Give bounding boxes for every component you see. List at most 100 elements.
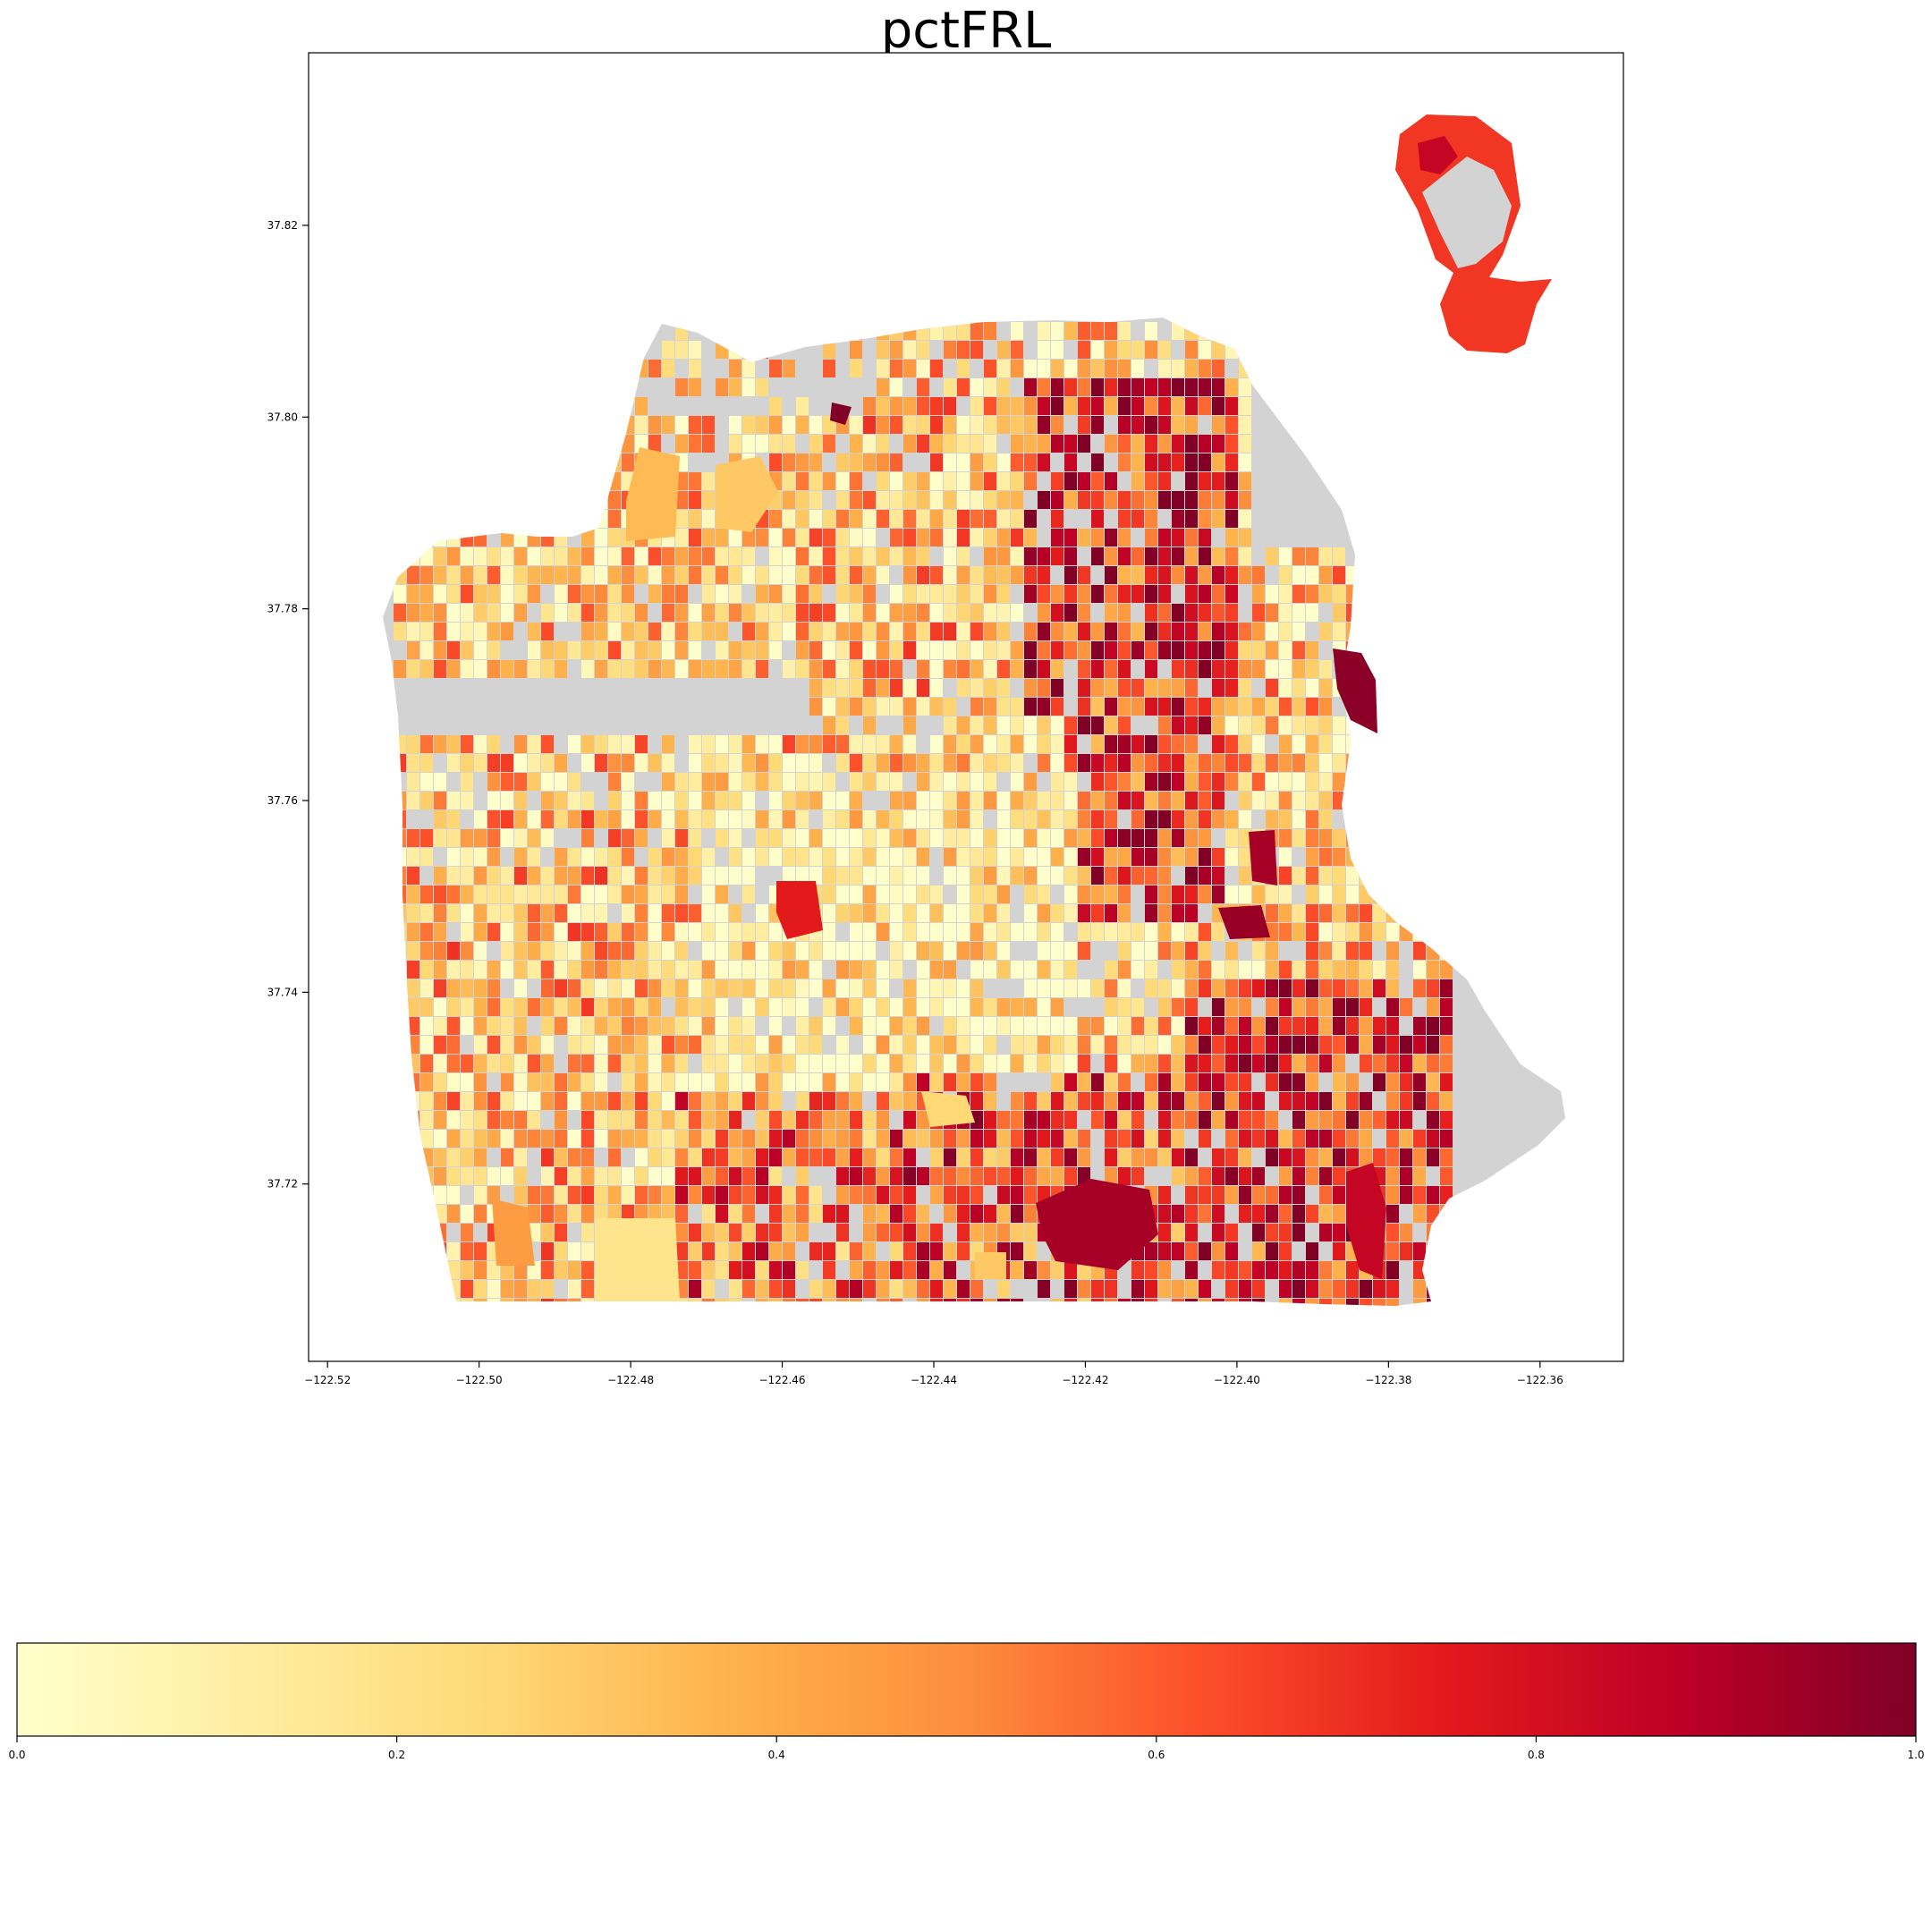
block-cell: [474, 886, 487, 903]
block-cell: [917, 1111, 929, 1129]
block-cell: [675, 510, 688, 528]
block-cell: [944, 472, 956, 490]
block-cell: [1011, 1186, 1023, 1204]
block-cell: [716, 604, 728, 622]
block-cell: [675, 416, 688, 434]
block-cell: [1105, 773, 1117, 791]
block-cell: [487, 773, 500, 791]
block-cell: [1158, 453, 1171, 471]
block-cell: [487, 1280, 500, 1298]
block-cell: [1185, 904, 1198, 922]
block-cell: [662, 547, 674, 565]
block-cell: [1306, 867, 1318, 885]
block-cell: [1199, 810, 1211, 828]
block-cell: [970, 1130, 983, 1148]
block-cell: [1225, 585, 1238, 603]
block-cell: [675, 491, 688, 509]
block-cell: [622, 623, 634, 640]
block-cell: [1212, 1167, 1224, 1185]
block-cell: [769, 735, 782, 753]
block-cell: [1252, 754, 1265, 772]
block-cell: [970, 453, 983, 471]
block-cell: [1239, 472, 1251, 490]
block-cell: [702, 754, 715, 772]
block-cell: [675, 998, 688, 1016]
block-cell: [1333, 1055, 1345, 1072]
block-cell: [1105, 698, 1117, 716]
block-cell: [608, 585, 621, 603]
block-cell: [1118, 641, 1131, 659]
block-cell: [1064, 773, 1077, 791]
block-cell: [783, 829, 795, 847]
block-cell: [850, 1092, 862, 1110]
block-cell: [1386, 1130, 1399, 1148]
block-cell: [434, 923, 446, 941]
block-cell: [1078, 716, 1090, 734]
block-cell: [1131, 1280, 1144, 1298]
block-cell: [877, 829, 889, 847]
block-cell: [944, 660, 956, 678]
block-cell: [1078, 829, 1090, 847]
block-cell: [1199, 604, 1211, 622]
block-cell: [702, 585, 715, 603]
block-cell: [501, 867, 513, 885]
block-cell: [1105, 1111, 1117, 1129]
block-cell: [1346, 1299, 1359, 1306]
block-cell: [1252, 585, 1265, 603]
block-cell: [1064, 829, 1077, 847]
block-cell: [1239, 641, 1251, 659]
block-cell: [742, 810, 755, 828]
block-cell: [877, 1186, 889, 1204]
block-cell: [1131, 792, 1144, 809]
block-cell: [1051, 773, 1063, 791]
block-cell: [675, 773, 688, 791]
block-cell: [1306, 998, 1318, 1016]
block-cell: [1131, 1261, 1144, 1279]
block-cell: [447, 623, 460, 640]
block-cell: [1145, 1017, 1157, 1035]
block-cell: [581, 942, 594, 960]
block-cell: [474, 1017, 487, 1035]
block-cell: [1064, 1017, 1077, 1035]
block-cell: [1199, 961, 1211, 979]
block-cell: [514, 923, 527, 941]
block-cell: [568, 904, 580, 922]
block-cell: [568, 886, 580, 903]
block-cell: [608, 510, 621, 528]
block-cell: [836, 660, 849, 678]
block-cell: [1051, 341, 1063, 359]
block-cell: [1360, 1017, 1372, 1035]
block-cell: [890, 1073, 902, 1091]
block-cell: [1064, 360, 1077, 377]
block-cell: [1131, 1092, 1144, 1110]
block-cell: [461, 1092, 473, 1110]
block-cell: [836, 1205, 849, 1223]
block-cell: [890, 397, 902, 415]
block-cell: [1038, 792, 1050, 809]
block-cell: [514, 792, 527, 809]
block-cell: [434, 961, 446, 979]
block-cell: [823, 1017, 835, 1035]
block-cell: [1118, 566, 1131, 584]
block-cell: [997, 1148, 1010, 1166]
block-cell: [1158, 416, 1171, 434]
block-cell: [783, 1224, 795, 1241]
block-cell: [1051, 1092, 1063, 1110]
block-cell: [1239, 1167, 1251, 1185]
block-cell: [1172, 529, 1184, 547]
block-cell: [528, 1055, 540, 1072]
block-cell: [1199, 886, 1211, 903]
block-cell: [917, 641, 929, 659]
block-cell: [635, 886, 648, 903]
block-cell: [1333, 1205, 1345, 1223]
block-cell: [1145, 942, 1157, 960]
block-cell: [702, 942, 715, 960]
block-cell: [528, 810, 540, 828]
block-cell: [420, 1073, 433, 1091]
block-cell: [997, 942, 1010, 960]
block-cell: [1199, 792, 1211, 809]
block-cell: [1373, 904, 1385, 922]
block-cell: [984, 998, 996, 1016]
block-cell: [809, 529, 822, 547]
block-cell: [863, 416, 876, 434]
